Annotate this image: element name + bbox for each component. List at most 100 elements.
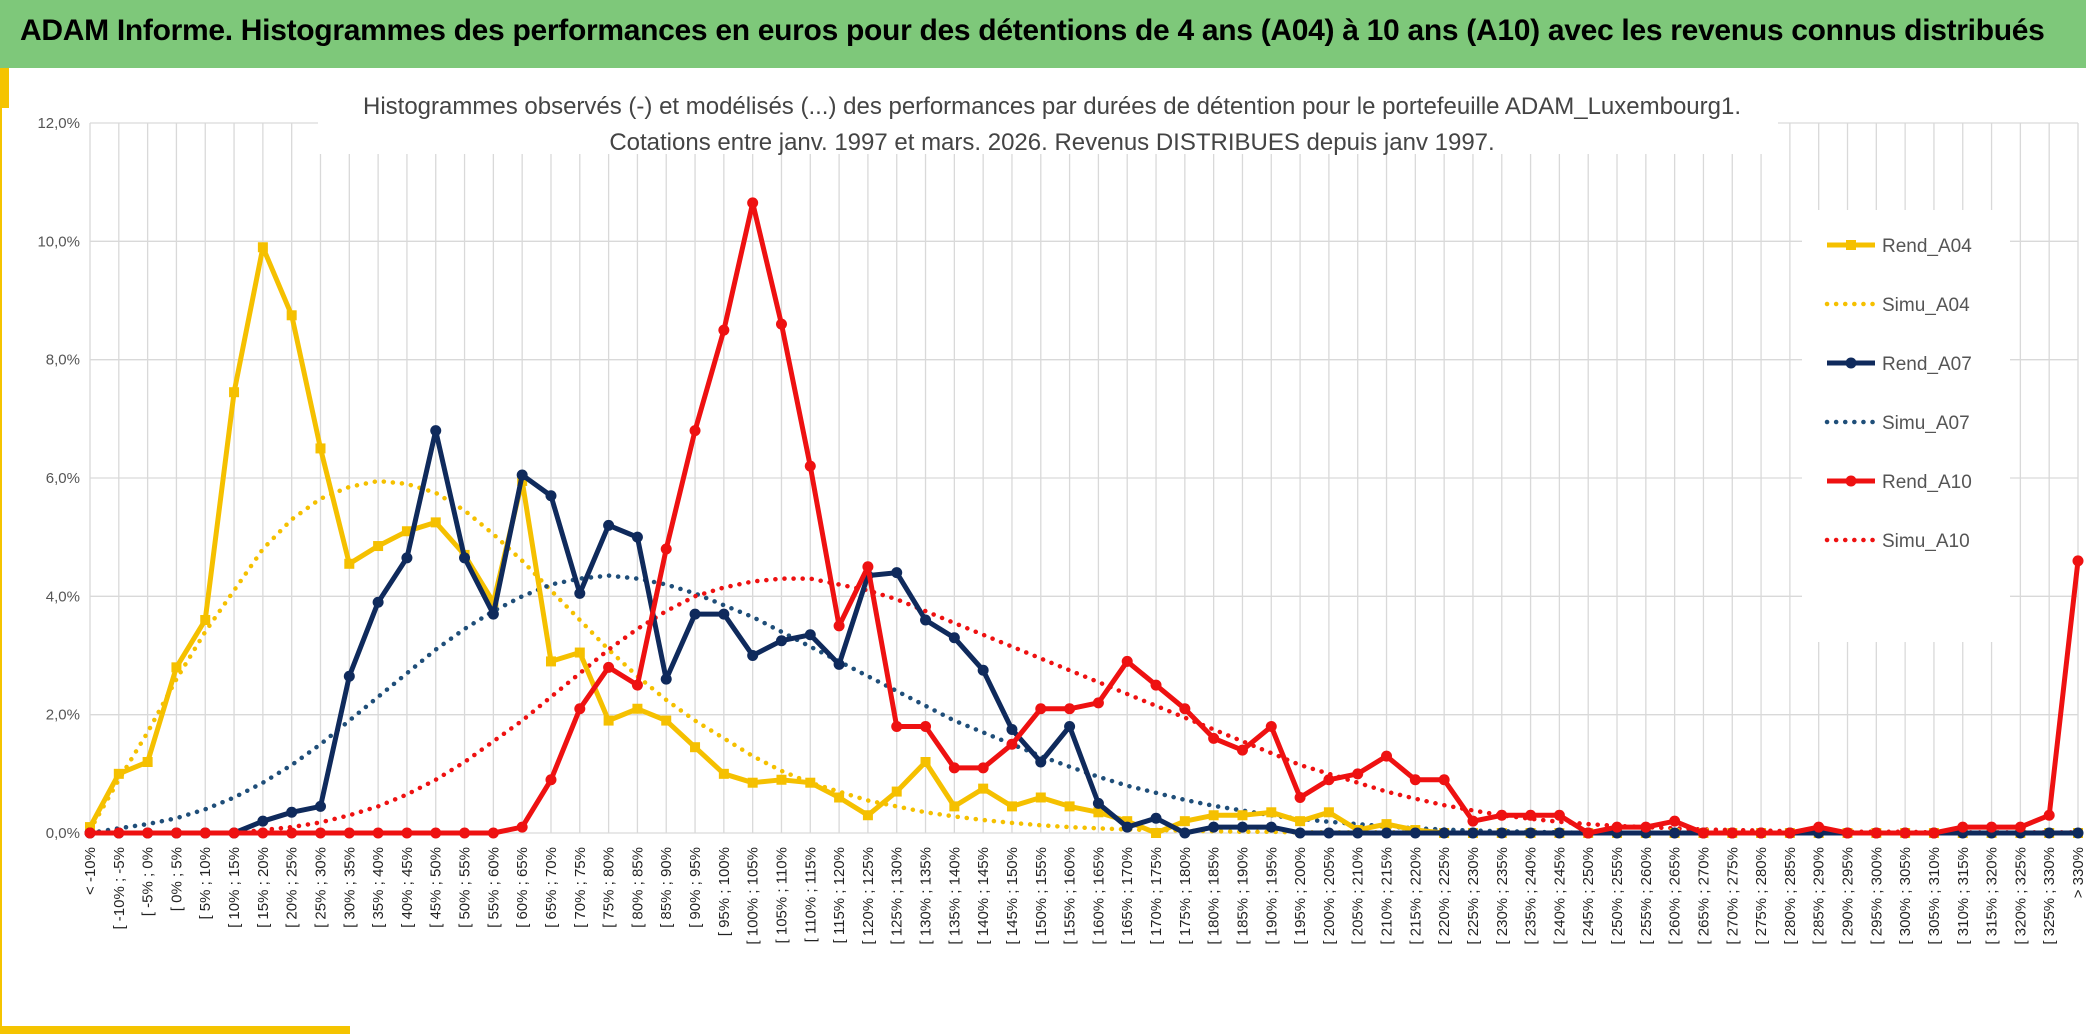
rend-a10-point xyxy=(804,460,816,472)
rend-a04-point xyxy=(229,387,240,398)
y-tick-label: 6,0% xyxy=(46,470,80,487)
x-tick-label: [ 165% ; 170% xyxy=(1119,847,1136,945)
x-tick-label: [ 245% ; 250% xyxy=(1580,847,1597,945)
rend-a07-point xyxy=(545,490,557,502)
rend-a04-point xyxy=(1151,828,1162,838)
rend-a10-point xyxy=(631,679,643,691)
rend-a10-point xyxy=(1553,809,1565,821)
rend-a07-point xyxy=(1006,723,1018,735)
x-tick-label: [ 130% ; 135% xyxy=(918,847,935,945)
rend-a07-point xyxy=(1121,821,1133,833)
rend-a10-point xyxy=(84,827,96,839)
rend-a04-point xyxy=(1208,810,1219,821)
rend-a04-point xyxy=(776,774,787,785)
legend-marker xyxy=(1846,240,1856,250)
rend-a10-point xyxy=(343,827,355,839)
rend-a10-point xyxy=(2014,821,2026,833)
rend-a07-point xyxy=(1035,756,1047,768)
rend-a04-point xyxy=(85,822,95,833)
chart-legend: Rend_A04 Simu_A04 Rend_A07 Simu_A07 Rend_A10… xyxy=(1802,210,2010,642)
x-tick-label: [ 35% ; 40% xyxy=(370,847,387,928)
rend-a10-point xyxy=(1784,827,1796,839)
rend-a10-point xyxy=(2043,809,2055,821)
legend-label: Rend_A04 xyxy=(1882,236,1972,257)
rend-a10-point xyxy=(718,324,730,336)
x-tick-label: [ 30% ; 35% xyxy=(341,847,358,928)
rend-a04-point xyxy=(574,647,585,658)
rend-a10-point xyxy=(1294,792,1306,803)
rend-a10-point xyxy=(977,762,989,774)
rend-a10-point xyxy=(401,827,413,839)
x-tick-label: [ 255% ; 260% xyxy=(1638,847,1655,945)
legend-background xyxy=(1802,210,2010,642)
rend-a07-point xyxy=(1467,827,1479,839)
rend-a10-point xyxy=(487,827,499,839)
x-tick-label: [ 315% ; 320% xyxy=(1984,847,2001,945)
rend-a10-point xyxy=(170,827,182,839)
rend-a07-point xyxy=(948,632,960,644)
rend-a04-point xyxy=(315,443,326,454)
rend-a04-line xyxy=(87,244,2078,836)
rend-a10-point xyxy=(1352,768,1364,780)
rend-a04-point xyxy=(200,615,211,625)
rend-a07-point xyxy=(257,815,269,827)
rend-a10-point xyxy=(1121,655,1133,667)
rend-a04-point xyxy=(1093,807,1104,818)
legend-item-simu-a04: Simu_A04 xyxy=(1824,295,1970,316)
rend-a07-point xyxy=(977,664,989,676)
x-tick-label: [ 55% ; 60% xyxy=(485,847,502,928)
rend-a04-point xyxy=(257,242,268,253)
rend-a04-point xyxy=(373,541,384,552)
x-tick-label: [ 265% ; 270% xyxy=(1695,847,1712,945)
rend-a07-point xyxy=(804,629,816,641)
rend-a04-point xyxy=(344,558,355,569)
series-rend-a07 xyxy=(84,425,2084,839)
rend-a10-point xyxy=(314,827,326,839)
x-tick-label: [ 260% ; 265% xyxy=(1667,847,1684,945)
x-tick-label: [ 205% ; 210% xyxy=(1350,847,1367,945)
rend-a07-point xyxy=(689,608,701,620)
x-tick-label: [ 50% ; 55% xyxy=(457,847,474,928)
rend-a10-point xyxy=(1928,827,1940,839)
rend-a04-point xyxy=(603,715,614,726)
legend-item-rend-a10: Rend_A10 xyxy=(1827,472,1972,493)
rend-a07-point xyxy=(1669,827,1681,839)
rend-a04-point xyxy=(1237,810,1248,821)
x-tick-label: [ 215% ; 220% xyxy=(1407,847,1424,945)
legend-item-rend-a04: Rend_A04 xyxy=(1827,236,1972,257)
rend-a07-point xyxy=(1150,812,1162,824)
series-rend-a10 xyxy=(84,197,2084,839)
rend-a07-point xyxy=(459,552,471,564)
x-tick-label: [ 70% ; 75% xyxy=(572,847,589,928)
rend-a07-point xyxy=(747,650,759,661)
series-rend-a04 xyxy=(85,242,2083,838)
rend-a10-line xyxy=(90,200,2081,836)
chart-series xyxy=(84,197,2084,839)
rend-a10-point xyxy=(1064,703,1076,715)
rend-a07-point xyxy=(1064,721,1076,732)
rend-a10-point xyxy=(113,827,125,839)
x-tick-label: [ 180% ; 185% xyxy=(1206,847,1223,945)
rend-a07-point xyxy=(1265,821,1277,833)
x-tick-label: [ 300% ; 305% xyxy=(1897,847,1914,945)
rend-a07-point xyxy=(891,567,903,579)
x-tick-label: [ 310% ; 315% xyxy=(1955,847,1972,945)
y-tick-label: 0,0% xyxy=(46,825,80,842)
rend-a07-point xyxy=(516,469,528,481)
rend-a07-point xyxy=(631,531,643,543)
x-tick-label: [ 185% ; 190% xyxy=(1234,847,1251,945)
x-tick-label: [ 160% ; 165% xyxy=(1090,847,1107,945)
rend-a04-point xyxy=(1295,816,1306,827)
rend-a10-point xyxy=(1899,827,1911,839)
rend-a10-point xyxy=(430,827,442,839)
rend-a10-point xyxy=(1640,821,1652,833)
rend-a04-point xyxy=(690,742,701,753)
legend-label: Simu_A10 xyxy=(1882,531,1970,552)
performance-histogram-chart: 0,0% 2,0% 4,0% 6,0% 8,0% 10,0% 12,0% < -10% [ -… xyxy=(37,82,2086,945)
series-simu-a10 xyxy=(87,576,2081,836)
x-tick-label: [ 90% ; 95% xyxy=(687,847,704,928)
rend-a10-point xyxy=(372,827,384,839)
rend-a07-point xyxy=(1323,827,1335,839)
x-tick-label: [ 10% ; 15% xyxy=(226,847,243,928)
x-tick-label: [ 170% ; 175% xyxy=(1148,847,1165,945)
